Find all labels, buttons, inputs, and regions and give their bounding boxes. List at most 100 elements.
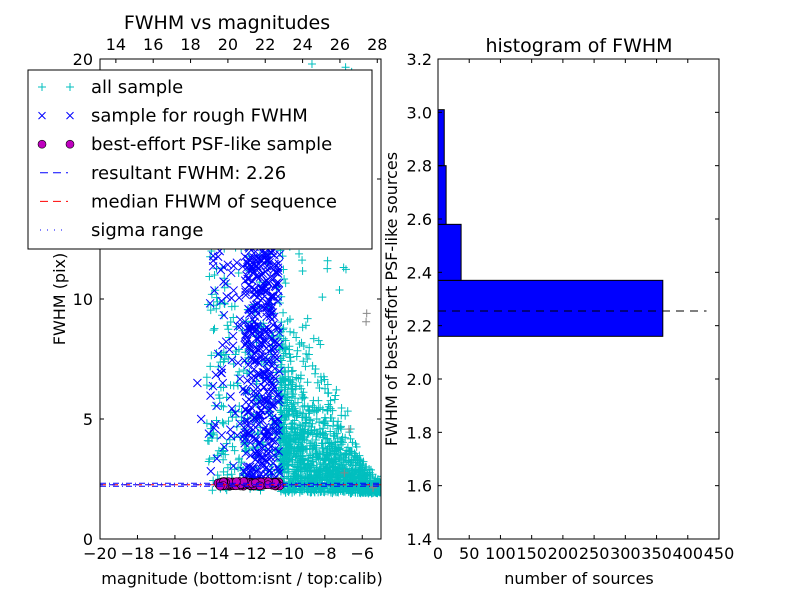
top-x-tick-label: 22 (255, 35, 275, 54)
rough-sample-point (265, 466, 275, 475)
all-sample-point (317, 482, 326, 491)
all-sample-point (226, 381, 235, 390)
all-sample-point (351, 472, 360, 481)
all-sample-point (277, 456, 286, 465)
x-tick-label: −14 (196, 544, 230, 563)
all-sample-point (286, 474, 295, 483)
all-sample-point (283, 393, 292, 402)
histogram-x-label: number of sources (504, 569, 654, 588)
all-sample-point (291, 385, 300, 394)
all-sample-point (219, 419, 228, 428)
rough-sample-point (269, 425, 278, 434)
top-x-tick-label: 26 (330, 35, 350, 54)
all-sample-point (292, 352, 301, 361)
rough-sample-point (228, 331, 238, 341)
rough-sample-point (253, 322, 263, 332)
all-sample-point (296, 374, 305, 383)
all-sample-point (352, 442, 361, 451)
rough-sample-point (234, 293, 244, 303)
rough-sample-point (270, 281, 280, 291)
rough-sample-point (270, 353, 280, 362)
x-tick-label: 50 (459, 544, 479, 563)
rough-sample-point (273, 324, 283, 333)
rough-sample-point (255, 331, 264, 340)
all-sample-point (278, 455, 287, 464)
x-tick-label: 350 (641, 544, 672, 563)
rough-sample-point (221, 279, 231, 288)
rough-sample-point (256, 470, 266, 479)
all-sample-point (301, 473, 310, 482)
rough-sample-point (269, 400, 279, 409)
histogram-bar (437, 109, 445, 167)
x-tick-label: −18 (121, 544, 155, 563)
all-sample-point (222, 439, 231, 448)
other-point (362, 317, 371, 326)
all-sample-point (208, 486, 217, 495)
rough-sample-point (250, 414, 259, 423)
all-sample-point (286, 357, 295, 366)
all-sample-point (280, 366, 289, 375)
all-sample-point (276, 345, 285, 354)
all-sample-point (303, 314, 312, 323)
rough-sample-point (255, 254, 265, 264)
all-sample-point (332, 385, 341, 394)
all-sample-point (212, 293, 221, 302)
rough-sample-point (208, 381, 218, 391)
all-sample-point (206, 306, 215, 315)
all-sample-point (301, 413, 310, 422)
x-tick-label: −10 (270, 544, 304, 563)
y-tick-label: 20 (73, 50, 93, 69)
all-sample-point (219, 447, 228, 456)
all-sample-point (301, 362, 310, 371)
all-sample-point (285, 315, 294, 324)
rough-sample-point (273, 414, 283, 424)
all-sample-point (228, 413, 237, 422)
all-sample-point (307, 60, 316, 69)
rough-sample-point (271, 426, 281, 435)
rough-sample-point (257, 352, 267, 362)
all-sample-point (222, 350, 231, 359)
rough-sample-point (241, 416, 250, 426)
rough-sample-point (262, 285, 272, 295)
rough-sample-point (265, 410, 274, 420)
all-sample-point (291, 462, 300, 471)
all-sample-point (338, 438, 347, 447)
all-sample-point (312, 453, 321, 462)
all-sample-point (207, 351, 216, 360)
all-sample-point (280, 432, 289, 441)
all-sample-point (295, 340, 304, 349)
all-sample-point (328, 489, 337, 498)
legend-plus-icon (38, 83, 46, 91)
all-sample-point (310, 476, 319, 485)
rough-sample-point (217, 430, 227, 440)
histogram-y-label: FWHM of best-effort PSF-like sources (382, 152, 401, 446)
rough-sample-point (270, 337, 280, 346)
all-sample-point (318, 293, 327, 302)
all-sample-point (291, 394, 300, 403)
all-sample-point (285, 350, 294, 359)
all-sample-point (311, 369, 320, 378)
all-sample-point (299, 461, 308, 470)
all-sample-point (289, 328, 298, 337)
rough-sample-point (274, 397, 284, 407)
rough-sample-point (266, 248, 276, 258)
all-sample-point (324, 456, 333, 465)
all-sample-point (219, 402, 228, 411)
rough-sample-point (226, 268, 236, 278)
all-sample-point (307, 461, 316, 470)
histogram-bar (437, 279, 664, 337)
all-sample-point (301, 321, 310, 330)
all-sample-point (219, 455, 228, 464)
rough-sample-point (210, 286, 219, 295)
y-tick-label: 5 (83, 410, 93, 429)
all-sample-point (287, 400, 296, 409)
rough-sample-point (244, 394, 254, 404)
all-sample-point (331, 487, 340, 496)
all-sample-point (336, 463, 345, 472)
all-sample-point (315, 383, 324, 392)
x-tick-label: 250 (579, 544, 610, 563)
all-sample-point (281, 368, 290, 377)
all-sample-point (287, 455, 296, 464)
rough-sample-point (251, 423, 261, 432)
